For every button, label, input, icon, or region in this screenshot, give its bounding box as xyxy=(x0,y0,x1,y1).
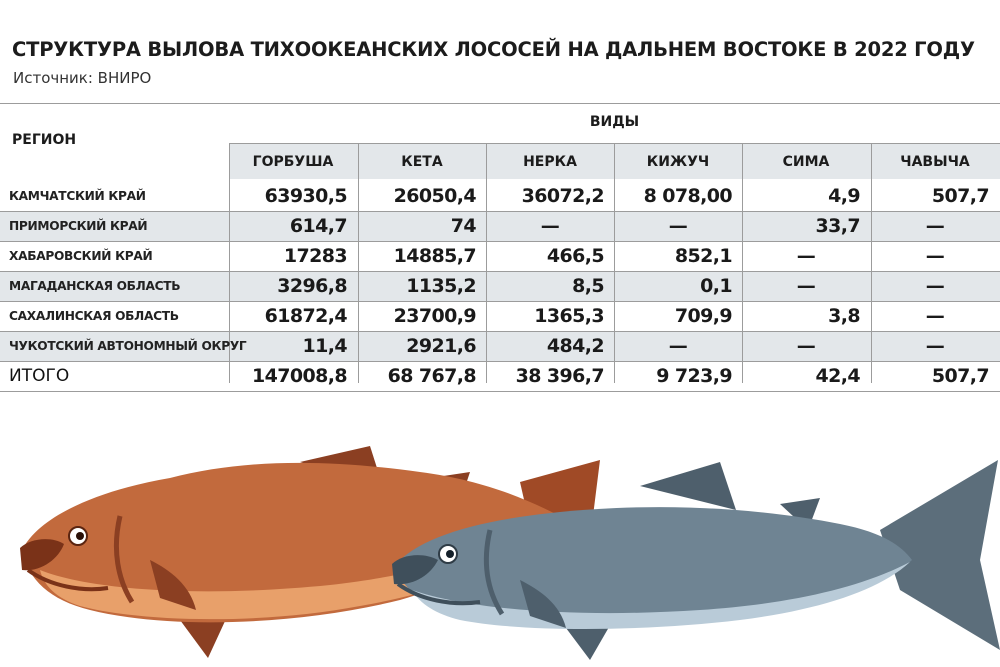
table-cell: 507,7 xyxy=(931,365,990,387)
column-header-1: ГОРБУША xyxy=(252,154,334,170)
chum-salmon-icon xyxy=(392,460,1000,660)
column-header-2: КЕТА xyxy=(401,154,443,170)
table-cell: — xyxy=(668,335,688,357)
row-rule xyxy=(0,241,1000,242)
row-rule xyxy=(0,331,1000,332)
table-cell: 507,7 xyxy=(931,185,990,207)
table-cell: 11,4 xyxy=(302,335,348,357)
region-label: МАГАДАНСКАЯ ОБЛАСТЬ xyxy=(9,279,181,293)
table-cell: 38 396,7 xyxy=(515,365,605,387)
species-header: ВИДЫ xyxy=(589,114,640,130)
table-cell: — xyxy=(925,215,945,237)
table-cell: — xyxy=(925,335,945,357)
row-shading xyxy=(0,331,1000,361)
table-cell: — xyxy=(925,245,945,267)
table-cell: 9 723,9 xyxy=(656,365,732,387)
table-cell: 17283 xyxy=(283,245,348,267)
table-cell: 3,8 xyxy=(828,305,860,327)
column-header-5: СИМА xyxy=(782,154,830,170)
region-label: ПРИМОРСКИЙ КРАЙ xyxy=(9,219,148,233)
table-cell: 42,4 xyxy=(815,365,861,387)
table-cell: — xyxy=(796,245,816,267)
table-cell: 74 xyxy=(450,215,477,237)
column-divider xyxy=(871,143,872,383)
row-rule xyxy=(0,271,1000,272)
table-top-rule xyxy=(0,103,1000,104)
salmon-illustration xyxy=(20,446,1000,660)
region-label: САХАЛИНСКАЯ ОБЛАСТЬ xyxy=(9,309,179,323)
table-cell: 63930,5 xyxy=(264,185,348,207)
row-shading xyxy=(0,271,1000,301)
column-divider xyxy=(229,143,230,383)
table-cell: 852,1 xyxy=(674,245,733,267)
table-cell: 61872,4 xyxy=(264,305,348,327)
region-label: КАМЧАТСКИЙ КРАЙ xyxy=(9,189,146,203)
row-rule xyxy=(0,301,1000,302)
table-cell: — xyxy=(540,215,560,237)
total-label: ИТОГО xyxy=(9,366,70,386)
column-header-4: КИЖУЧ xyxy=(646,154,710,170)
column-header-6: ЧАВЫЧА xyxy=(900,154,970,170)
column-divider xyxy=(358,143,359,383)
table-cell: 36072,2 xyxy=(521,185,605,207)
row-rule xyxy=(0,391,1000,392)
region-header: РЕГИОН xyxy=(12,132,77,148)
table-cell: 614,7 xyxy=(289,215,348,237)
table-cell: 466,5 xyxy=(546,245,605,267)
table-cell: — xyxy=(796,275,816,297)
column-divider xyxy=(742,143,743,383)
column-divider xyxy=(486,143,487,383)
row-shading xyxy=(0,211,1000,241)
table-cell: 1135,2 xyxy=(406,275,476,297)
region-label: ХАБАРОВСКИЙ КРАЙ xyxy=(9,249,153,263)
table-cell: — xyxy=(796,335,816,357)
table-cell: 23700,9 xyxy=(393,305,477,327)
table-cell: 14885,7 xyxy=(393,245,477,267)
table-cell: 8 078,00 xyxy=(643,185,733,207)
table-cell: 147008,8 xyxy=(252,365,348,387)
table-cell: 3296,8 xyxy=(277,275,347,297)
row-rule xyxy=(0,361,1000,362)
table-cell: 4,9 xyxy=(828,185,860,207)
table-cell: 709,9 xyxy=(674,305,733,327)
table-cell: 26050,4 xyxy=(393,185,477,207)
source-caption: Источник: ВНИРО xyxy=(13,69,152,87)
table-cell: 33,7 xyxy=(815,215,861,237)
table-cell: — xyxy=(668,215,688,237)
region-label: ЧУКОТСКИЙ АВТОНОМНЫЙ ОКРУГ xyxy=(9,339,247,353)
table-cell: 8,5 xyxy=(572,275,604,297)
row-rule xyxy=(0,211,1000,212)
table-cell: — xyxy=(925,305,945,327)
page-title: СТРУКТУРА ВЫЛОВА ТИХООКЕАНСКИХ ЛОСОСЕЙ Н… xyxy=(12,38,975,61)
table-cell: 484,2 xyxy=(546,335,605,357)
table-cell: 2921,6 xyxy=(406,335,476,357)
table-cell: — xyxy=(925,275,945,297)
column-header-3: НЕРКА xyxy=(523,154,577,170)
table-cell: 68 767,8 xyxy=(387,365,477,387)
table-cell: 1365,3 xyxy=(534,305,604,327)
column-divider xyxy=(614,143,615,383)
table-cell: 0,1 xyxy=(700,275,732,297)
